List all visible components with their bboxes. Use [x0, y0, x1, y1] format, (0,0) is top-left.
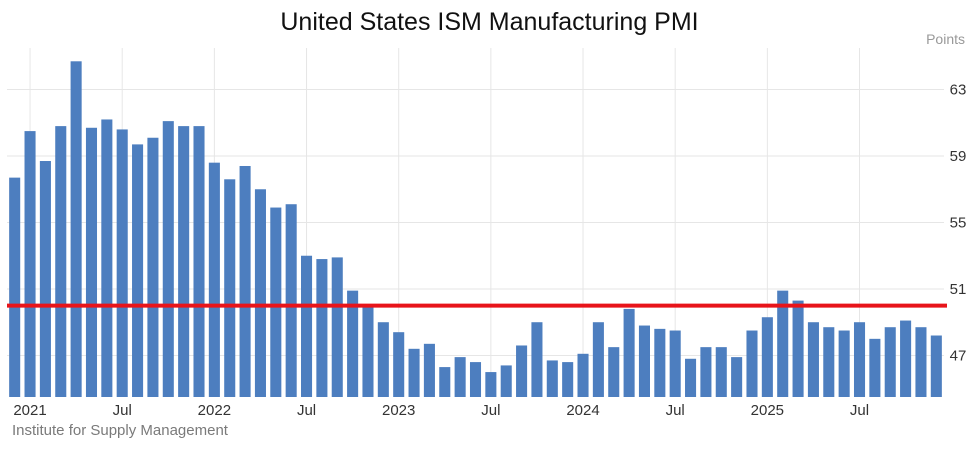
unit-label: Points	[926, 31, 965, 47]
x-tick-label: Jul	[666, 402, 685, 419]
bar	[254, 189, 266, 397]
y-tick-label: 55	[950, 215, 967, 232]
x-tick-label: 2023	[382, 402, 415, 419]
bar	[70, 61, 82, 398]
x-tick-label: 2025	[751, 402, 784, 419]
bar	[24, 131, 36, 397]
chart-title: United States ISM Manufacturing PMI	[280, 8, 699, 36]
y-tick-label: 47	[950, 347, 967, 364]
bar	[101, 119, 113, 397]
bar	[270, 207, 282, 397]
bar-series	[9, 61, 942, 398]
bar	[178, 126, 190, 397]
bar	[562, 362, 574, 397]
bar	[869, 338, 881, 397]
y-axis-ticks: 47 51 55 59 63	[950, 82, 967, 365]
bar	[930, 335, 942, 397]
bar	[638, 325, 650, 397]
bar	[577, 353, 589, 397]
bar	[147, 137, 159, 397]
bar	[592, 322, 604, 397]
x-tick-label: 2024	[566, 402, 599, 419]
bar	[500, 365, 512, 397]
bar	[301, 255, 313, 397]
bar	[669, 330, 681, 397]
bar	[853, 322, 866, 397]
x-tick-label: 2022	[198, 402, 231, 419]
bar	[731, 357, 743, 397]
bar	[239, 165, 251, 397]
bar	[193, 126, 205, 397]
bar	[777, 290, 789, 397]
bar	[224, 179, 236, 397]
bar	[377, 322, 389, 397]
x-tick-label: Jul	[850, 402, 869, 419]
x-tick-label: Jul	[481, 402, 500, 419]
bar	[485, 372, 497, 397]
x-tick-label: Jul	[297, 402, 316, 419]
y-tick-label: 63	[950, 82, 967, 99]
bar	[531, 322, 543, 397]
bar	[807, 322, 819, 397]
bar	[623, 308, 635, 397]
bar	[546, 360, 558, 397]
bar	[715, 347, 727, 397]
bar	[439, 367, 451, 397]
bar	[116, 129, 128, 397]
bar	[700, 347, 712, 397]
bar	[608, 347, 620, 397]
bar	[347, 290, 359, 397]
bar	[746, 330, 758, 397]
x-axis-ticks: 2021 Jul 2022 Jul 2023 Jul 2024 Jul 2025 Jul	[13, 402, 869, 419]
bar	[85, 127, 98, 398]
bar	[393, 332, 405, 397]
source-label: Institute for Supply Management	[12, 422, 228, 439]
bar	[55, 126, 67, 397]
bar	[685, 358, 697, 397]
bar	[838, 330, 850, 397]
bar	[316, 259, 328, 397]
x-tick-label: Jul	[113, 402, 132, 419]
bar	[9, 177, 21, 397]
bar	[516, 345, 528, 397]
bar	[132, 144, 144, 397]
bar	[39, 161, 51, 397]
bar	[915, 327, 927, 397]
bar	[792, 300, 804, 397]
bar	[208, 162, 220, 397]
bar	[823, 327, 835, 397]
bar	[884, 327, 896, 397]
bar	[454, 357, 466, 397]
bar	[408, 348, 420, 397]
bar	[162, 121, 174, 397]
y-tick-label: 51	[950, 281, 967, 298]
bar	[469, 362, 482, 397]
bar	[362, 305, 374, 397]
x-tick-label: 2021	[13, 402, 46, 419]
bar	[423, 343, 435, 397]
bar	[900, 320, 912, 397]
bar	[331, 257, 343, 397]
bar	[761, 317, 773, 397]
bar	[654, 328, 666, 397]
y-tick-label: 59	[950, 148, 967, 165]
bar	[285, 204, 297, 397]
